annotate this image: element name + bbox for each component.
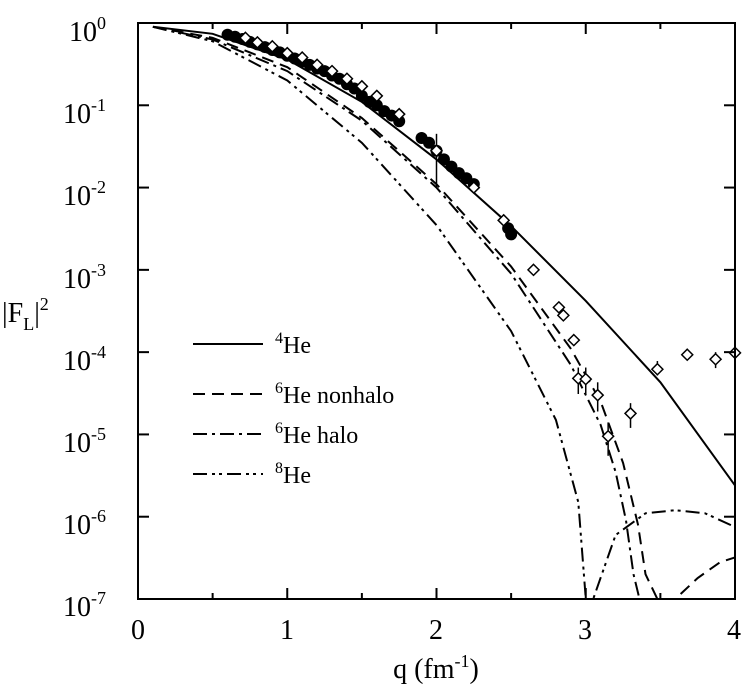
series-lines bbox=[152, 25, 736, 600]
series-line-3 bbox=[152, 25, 736, 600]
x-tick-label: 0 bbox=[131, 615, 145, 646]
y-tick-label: 10-7 bbox=[63, 588, 106, 623]
data-point-open bbox=[567, 333, 581, 347]
y-tick-base: 10 bbox=[63, 592, 91, 623]
data-point-open bbox=[497, 213, 511, 227]
data-point-open bbox=[265, 39, 279, 53]
legend-superscript: 6 bbox=[275, 380, 283, 397]
legend: 4He 6He nonhalo 6He halo 8He bbox=[193, 330, 394, 489]
data-point-open bbox=[680, 348, 694, 362]
y-tick-base: 10 bbox=[63, 428, 91, 459]
series-line-0 bbox=[152, 25, 736, 486]
x-tick-label: 2 bbox=[429, 615, 443, 646]
legend-superscript: 6 bbox=[275, 420, 283, 437]
series-line-2 bbox=[152, 25, 735, 600]
y-axis-label: |FL|2 bbox=[2, 294, 49, 334]
data-point-filled bbox=[505, 228, 518, 241]
data-point-open bbox=[392, 107, 406, 121]
data-point-filled bbox=[423, 136, 436, 149]
legend-text: He halo bbox=[283, 423, 358, 449]
y-tick-exponent: -6 bbox=[91, 506, 106, 526]
x-tick-label: 4 bbox=[727, 615, 741, 646]
x-axis-label-close: ) bbox=[470, 654, 479, 685]
y-tick-base: 10 bbox=[63, 99, 91, 130]
y-tick-label: 10-1 bbox=[63, 95, 106, 130]
data-point-open bbox=[238, 31, 253, 45]
y-tick-exponent: -3 bbox=[91, 260, 106, 280]
y-tick-label: 10-4 bbox=[63, 342, 106, 377]
data-point-open bbox=[709, 352, 723, 366]
legend-label-6he-nonhalo: 6He nonhalo bbox=[275, 380, 394, 409]
y-tick-exponent: -4 bbox=[91, 342, 106, 362]
data-point-open bbox=[295, 51, 309, 65]
y-tick-exponent: -2 bbox=[91, 177, 106, 197]
legend-superscript: 8 bbox=[275, 460, 283, 477]
data-point-open bbox=[355, 79, 369, 93]
y-tick-label: 10-5 bbox=[63, 424, 106, 459]
y-axis-label-exponent: 2 bbox=[40, 294, 49, 314]
data-point-open bbox=[579, 372, 593, 386]
data-point-open bbox=[623, 406, 638, 420]
data-point-open bbox=[250, 35, 264, 50]
y-tick-exponent: -1 bbox=[91, 95, 106, 115]
data-point-open bbox=[280, 46, 294, 60]
y-tick-label: 10-2 bbox=[63, 177, 106, 212]
data-point-filled bbox=[393, 115, 406, 128]
data-point-open bbox=[526, 263, 541, 277]
y-axis-label-subscript: L bbox=[23, 314, 34, 334]
legend-text: He bbox=[283, 463, 311, 489]
series-line-1 bbox=[152, 25, 736, 600]
legend-label-6he-halo: 6He halo bbox=[275, 420, 358, 449]
data-point-open bbox=[601, 429, 615, 443]
y-tick-base: 10 bbox=[63, 264, 91, 295]
x-tick-label: 3 bbox=[578, 615, 592, 646]
y-tick-base: 10 bbox=[63, 346, 91, 377]
y-tick-base: 10 bbox=[69, 17, 97, 48]
x-axis-label-main: q (fm bbox=[393, 654, 455, 685]
data-points bbox=[221, 28, 742, 456]
y-tick-label: 10-3 bbox=[63, 260, 106, 295]
data-point-open bbox=[556, 308, 570, 322]
data-point-filled bbox=[437, 153, 450, 166]
axis-ticks bbox=[137, 22, 736, 600]
y-tick-label: 100 bbox=[69, 13, 106, 48]
data-point-open bbox=[325, 64, 339, 78]
y-tick-base: 10 bbox=[63, 510, 91, 541]
y-axis-label-main: |F bbox=[2, 298, 23, 329]
x-axis-label-exponent: -1 bbox=[455, 651, 470, 671]
legend-label-8he: 8He bbox=[275, 460, 311, 489]
legend-text: He nonhalo bbox=[283, 383, 394, 409]
legend-label-4he: 4He bbox=[275, 330, 311, 359]
x-axis-label: q (fm-1) bbox=[393, 651, 479, 685]
x-tick-label: 1 bbox=[280, 615, 294, 646]
legend-text: He bbox=[283, 333, 311, 359]
data-point-open bbox=[467, 181, 481, 195]
y-tick-exponent: -5 bbox=[91, 424, 106, 444]
data-point-open bbox=[340, 72, 354, 86]
y-tick-label: 10-6 bbox=[63, 506, 106, 541]
y-tick-exponent: 0 bbox=[97, 13, 106, 33]
data-point-open bbox=[310, 58, 324, 72]
y-tick-exponent: -7 bbox=[91, 588, 106, 608]
data-point-open bbox=[552, 300, 566, 314]
y-axis-label-close: | bbox=[34, 298, 40, 329]
data-point-open bbox=[429, 144, 444, 158]
data-point-open bbox=[650, 362, 664, 376]
legend-superscript: 4 bbox=[275, 330, 283, 347]
y-tick-base: 10 bbox=[63, 181, 91, 212]
data-point-open bbox=[591, 388, 605, 402]
data-point-open bbox=[370, 89, 384, 103]
